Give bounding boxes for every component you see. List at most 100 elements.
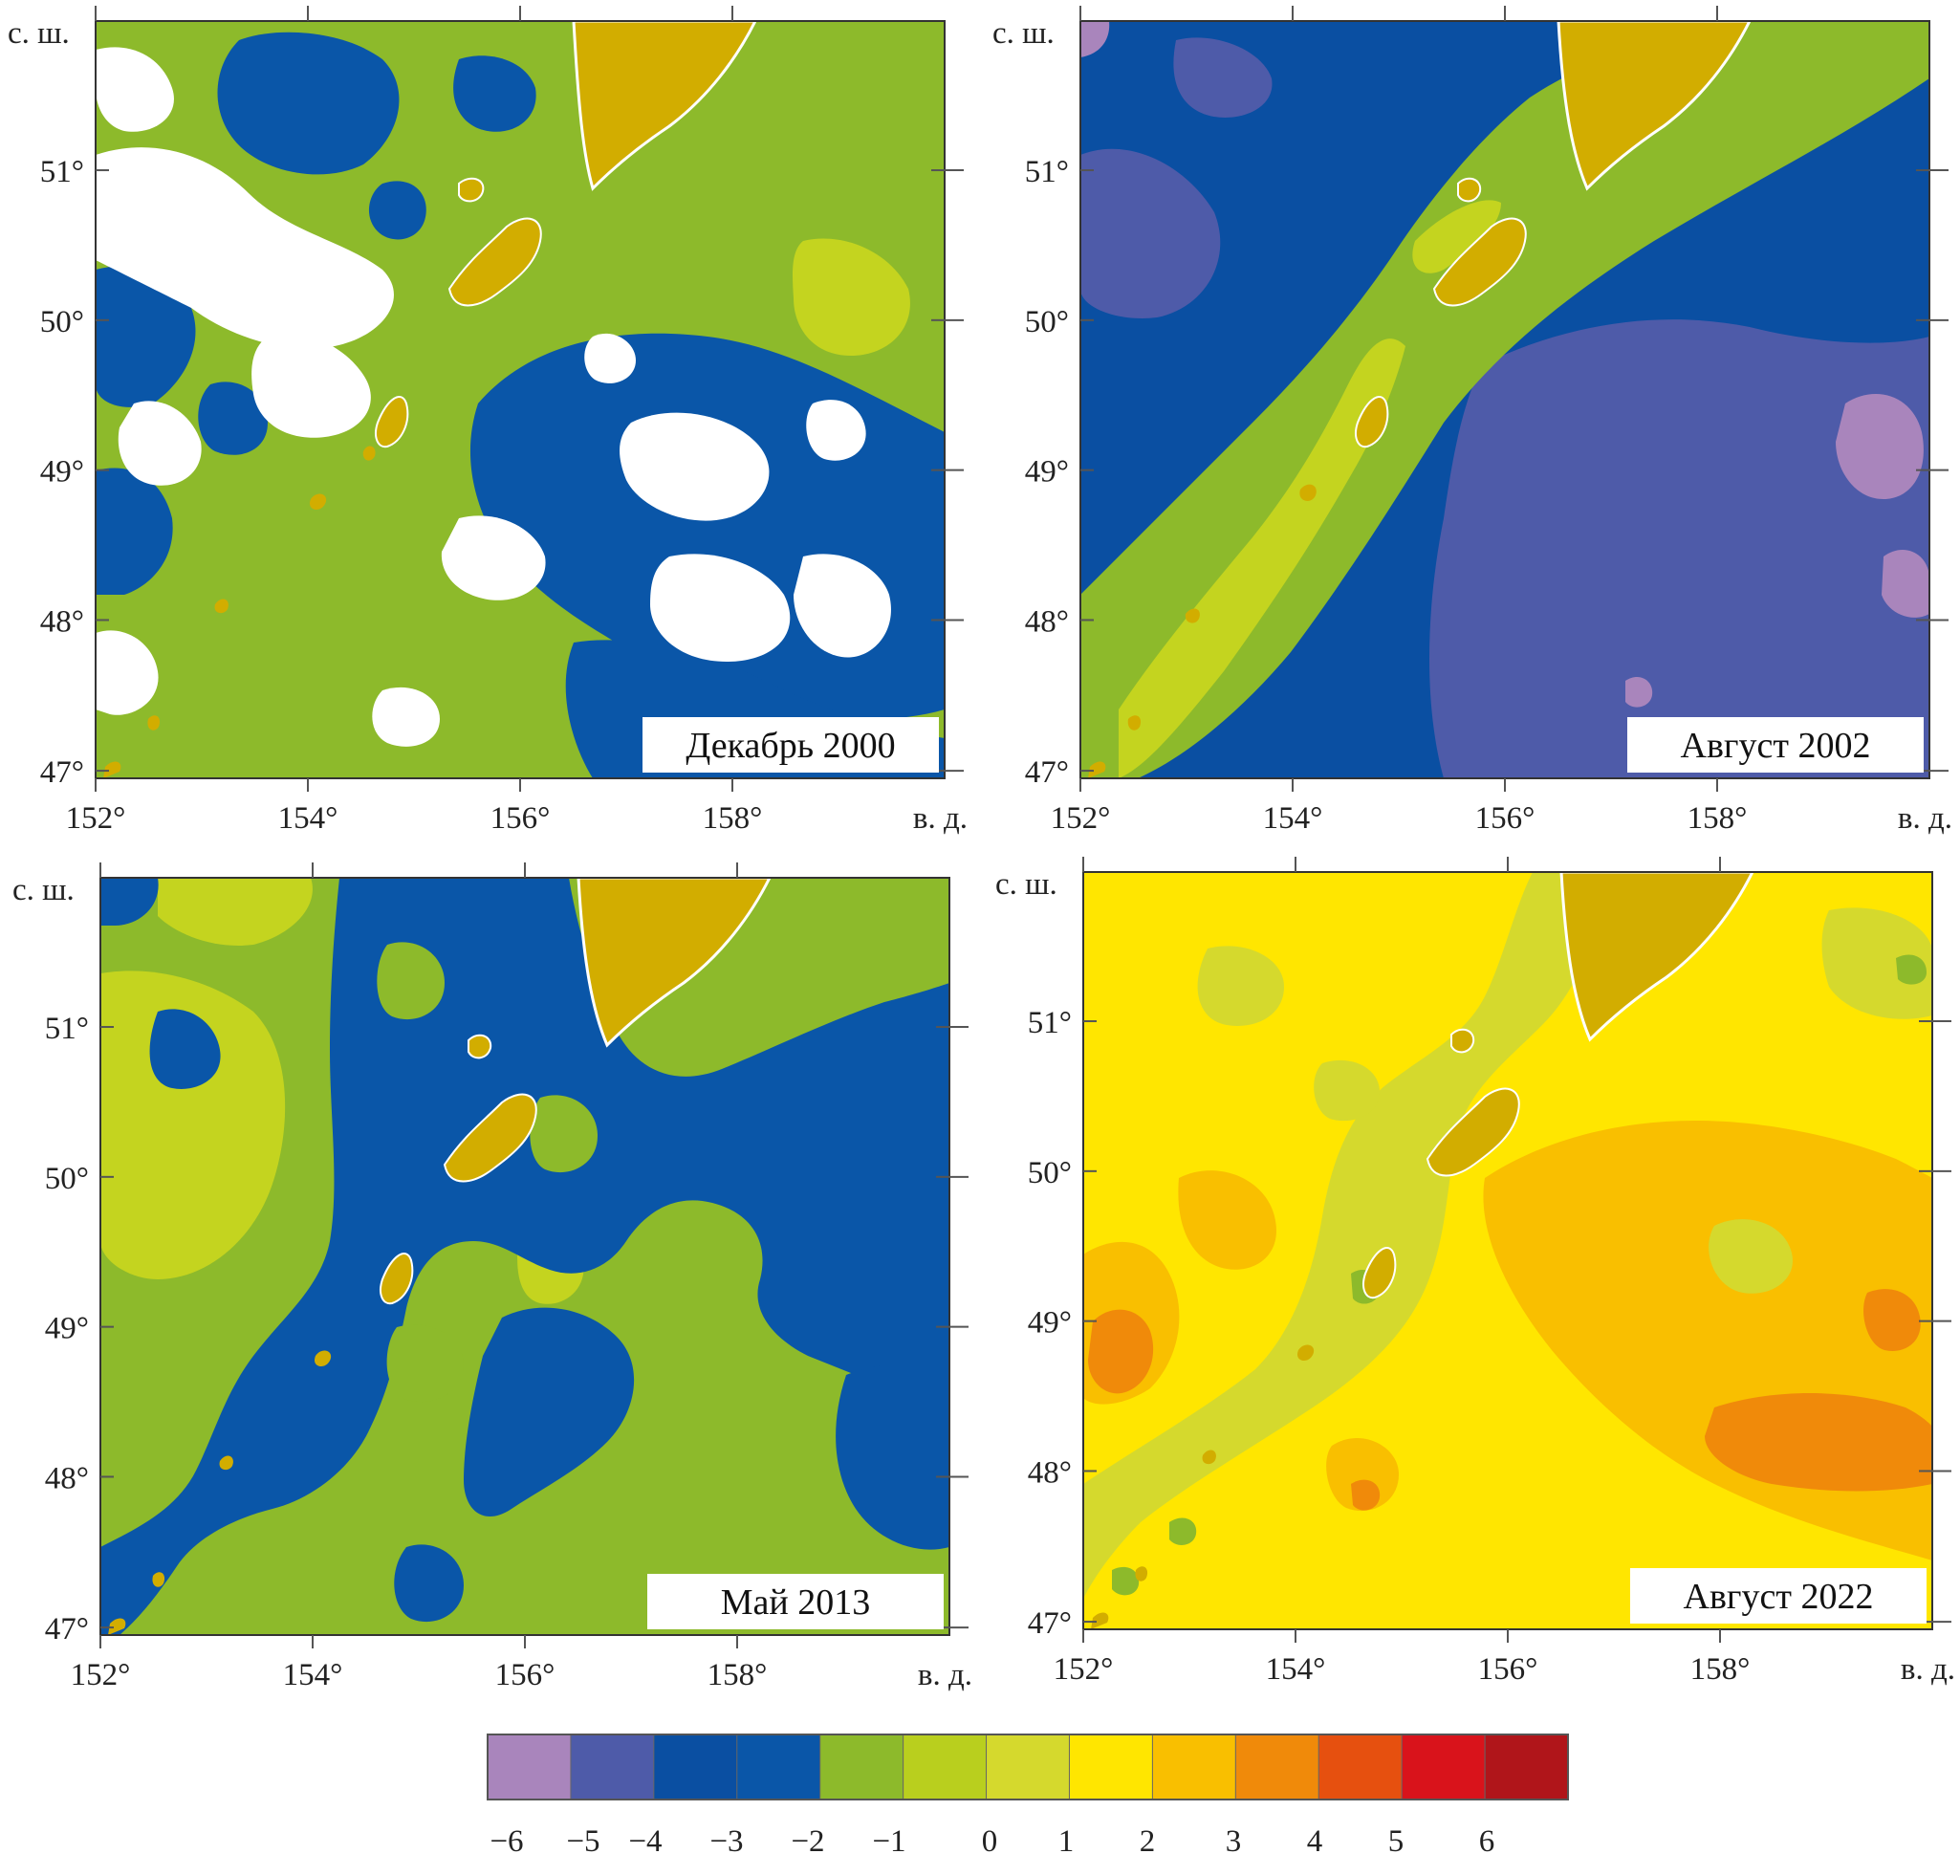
island xyxy=(147,715,161,731)
anomaly-region xyxy=(1083,872,1609,1599)
island xyxy=(458,177,485,203)
y-tick-label: 47° xyxy=(1025,755,1069,790)
colorbar-swatch xyxy=(1068,1734,1154,1800)
anomaly-region xyxy=(100,971,286,1279)
title-box xyxy=(1627,717,1924,773)
island xyxy=(1299,484,1317,501)
x-tick-label: 158° xyxy=(1688,801,1748,836)
y-tick-label: 47° xyxy=(40,755,84,790)
colorbar-label: 5 xyxy=(1388,1824,1405,1859)
anomaly-region xyxy=(1080,21,1929,778)
y-tick-label: 48° xyxy=(1025,604,1069,639)
panel-aug-2022 xyxy=(1082,870,1933,1630)
axes-layer: с. ш. 51° 50° 49° 48° 47° 152° 154° 156° 158° в. д… xyxy=(8,6,1955,1692)
panel-axes: с. ш. 51° 50° 49° 48° 47° 152° 154° 156° 158° в. д… xyxy=(12,862,972,1692)
colorbar-label: −3 xyxy=(709,1824,743,1859)
anomaly-region xyxy=(1412,200,1501,273)
island xyxy=(1091,1612,1109,1629)
lat-axis-title: с. ш. xyxy=(995,867,1057,902)
island xyxy=(1450,1028,1475,1054)
anomaly-region xyxy=(1112,1566,1140,1596)
colorbar-label: −6 xyxy=(490,1824,523,1859)
y-tick-label: 49° xyxy=(1025,455,1069,490)
land-kamchatka xyxy=(1557,19,1753,191)
colorbar-label: 6 xyxy=(1479,1824,1495,1859)
y-tick-label: 50° xyxy=(1028,1156,1072,1190)
island xyxy=(375,396,409,448)
island xyxy=(468,1034,492,1059)
panel-dec-2000 xyxy=(95,19,946,779)
anomaly-region xyxy=(1088,1309,1154,1394)
anomaly-region xyxy=(217,32,400,175)
island xyxy=(1296,1344,1315,1362)
x-tick-label: 152° xyxy=(1051,801,1111,836)
anomaly-region xyxy=(100,878,949,1635)
island xyxy=(380,1253,414,1305)
anomaly-region xyxy=(1836,394,1924,499)
anomaly-region xyxy=(149,1009,221,1089)
anomaly-region xyxy=(1821,907,1932,1019)
colorbar-label: −2 xyxy=(791,1824,824,1859)
island xyxy=(1135,1566,1148,1582)
colorbar-label: 4 xyxy=(1307,1824,1323,1859)
no-data-area xyxy=(794,554,891,658)
lat-axis-title: с. ш. xyxy=(992,16,1055,51)
colorbar-label: −4 xyxy=(628,1824,662,1859)
anomaly-region xyxy=(377,942,445,1020)
panel-title: Декабрь 2000 xyxy=(686,726,895,766)
anomaly-region xyxy=(836,1363,949,1550)
island xyxy=(108,1618,126,1635)
anomaly-region xyxy=(1709,1219,1793,1294)
colorbar-swatch xyxy=(903,1734,988,1800)
x-tick-label: 154° xyxy=(278,801,338,836)
anomaly-region xyxy=(1197,946,1284,1026)
island xyxy=(1202,1450,1216,1465)
island xyxy=(214,599,229,614)
colorbar-swatch xyxy=(570,1734,655,1800)
x-tick-label: 156° xyxy=(495,1658,555,1692)
anomaly-region xyxy=(464,1307,635,1517)
anomaly-region xyxy=(96,468,173,595)
y-tick-label: 49° xyxy=(40,455,84,490)
x-tick-label: 158° xyxy=(703,801,763,836)
title-box xyxy=(647,1574,944,1629)
land-kamchatka xyxy=(577,876,773,1048)
panel-axes: с. ш. 51° 50° 49° 48° 47° 152° 154° 156° 158° в. д… xyxy=(992,6,1952,836)
x-tick-label: 154° xyxy=(1263,801,1323,836)
colorbar-swatch xyxy=(487,1734,572,1800)
y-tick-label: 51° xyxy=(1025,155,1069,189)
panel-axes: с. ш. 51° 50° 49° 48° 47° 152° 154° 156° 158° в. д… xyxy=(8,6,968,836)
island xyxy=(1457,177,1482,203)
anomaly-region xyxy=(198,382,268,455)
y-tick-label: 51° xyxy=(45,1012,89,1046)
lon-axis-title: в. д. xyxy=(1898,801,1952,836)
colorbar-swatch xyxy=(1484,1734,1569,1800)
colorbar-label: 2 xyxy=(1140,1824,1156,1859)
anomaly-region xyxy=(1314,1059,1380,1122)
anomaly-region xyxy=(1178,1170,1276,1270)
island xyxy=(1432,217,1527,307)
x-tick-label: 152° xyxy=(66,801,126,836)
no-data-area xyxy=(96,47,174,132)
y-tick-label: 48° xyxy=(1028,1455,1072,1490)
no-data-area xyxy=(441,515,546,600)
island xyxy=(1185,608,1200,623)
island xyxy=(1355,396,1389,448)
no-data-area xyxy=(96,630,159,715)
y-tick-label: 48° xyxy=(40,604,84,639)
colorbar-swatch xyxy=(1151,1734,1237,1800)
island xyxy=(447,217,542,307)
no-data-area xyxy=(118,401,202,486)
y-tick-label: 49° xyxy=(1028,1306,1072,1341)
panel-may-2013 xyxy=(99,876,950,1636)
x-tick-label: 158° xyxy=(1690,1652,1751,1687)
anomaly-region xyxy=(1705,1393,1932,1492)
colorbar-swatch xyxy=(819,1734,904,1800)
panel-title: Май 2013 xyxy=(721,1582,871,1623)
island xyxy=(362,446,376,461)
island xyxy=(219,1455,233,1471)
x-tick-label: 156° xyxy=(490,801,551,836)
panel-aug-2002 xyxy=(1079,19,1930,779)
y-tick-label: 49° xyxy=(45,1312,89,1346)
anomaly-region xyxy=(1119,338,1405,778)
